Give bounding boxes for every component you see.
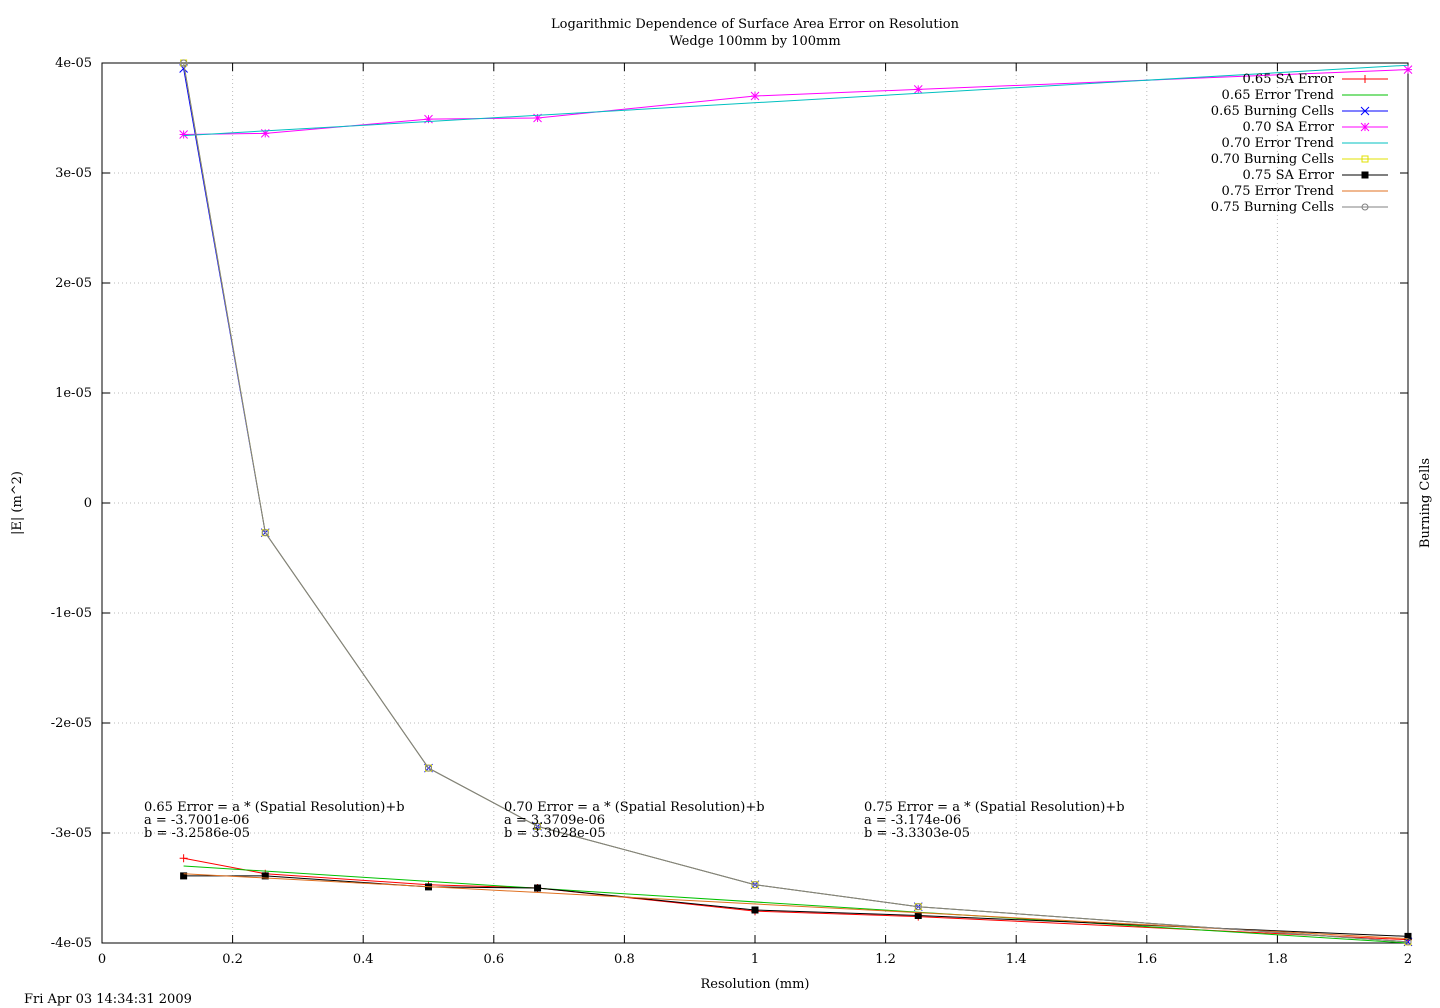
legend-item: 0.65 Burning Cells — [1211, 104, 1388, 119]
data-point — [425, 764, 432, 772]
series-0-70-sa-error — [179, 65, 1413, 139]
data-point — [914, 912, 922, 919]
data-point — [179, 854, 188, 863]
legend-label: 0.70 Error Trend — [1222, 136, 1334, 151]
legend-label: 0.65 SA Error — [1243, 72, 1335, 87]
legend-marker — [1361, 155, 1369, 163]
series-0-75-error-trend — [183, 873, 1409, 940]
series-line — [183, 857, 1409, 941]
legend-marker — [1361, 203, 1369, 211]
data-point — [751, 881, 759, 889]
y-tick-label: -2e-05 — [51, 716, 92, 731]
legend-item: 0.70 Error Trend — [1222, 136, 1388, 151]
y-tick-label: -3e-05 — [51, 826, 92, 841]
x-axis-label: Resolution (mm) — [700, 977, 809, 992]
data-point — [424, 114, 433, 124]
fit-075-b: b = -3.3303e-05 — [864, 826, 970, 841]
x-tick-label: 1.4 — [1006, 952, 1027, 967]
data-point — [179, 130, 188, 139]
legend-label: 0.65 Burning Cells — [1211, 104, 1334, 119]
legend-label: 0.75 SA Error — [1243, 168, 1335, 183]
fit-075-a: a = -3.174e-06 — [864, 813, 961, 828]
x-tick-label: 1 — [751, 952, 759, 967]
data-point — [750, 91, 760, 101]
series-line — [183, 873, 1409, 940]
data-point — [534, 822, 542, 830]
legend-item: 0.75 SA Error — [1243, 168, 1388, 183]
y-tick-label: 4e-05 — [55, 56, 92, 71]
x-tick-label: 0.6 — [483, 952, 504, 967]
legend-label: 0.75 Error Trend — [1222, 184, 1334, 199]
fit-070-b: b = 3.3028e-05 — [504, 826, 606, 841]
legend-item: 0.65 Error Trend — [1222, 88, 1388, 103]
fit-annotation-065: 0.65 Error = a * (Spatial Resolution)+b … — [144, 800, 405, 841]
legend-label: 0.65 Error Trend — [1222, 88, 1334, 103]
data-point — [261, 529, 269, 537]
grid — [102, 63, 1408, 943]
legend-item: 0.75 Error Trend — [1222, 184, 1388, 199]
data-point — [914, 903, 922, 911]
timestamp: Fri Apr 03 14:34:31 2009 — [24, 992, 192, 1007]
legend-marker — [1360, 122, 1370, 132]
data-point — [260, 129, 270, 138]
series-line — [183, 62, 1409, 943]
legend-label: 0.70 SA Error — [1243, 120, 1335, 135]
x-tick-label: 0 — [98, 952, 106, 967]
series-0-65-error-trend — [183, 865, 1409, 944]
legend-label: 0.75 Burning Cells — [1211, 200, 1334, 215]
x-tick-label: 1.6 — [1136, 952, 1157, 967]
y-tick-label: 2e-05 — [55, 276, 92, 291]
legend-item: 0.70 Burning Cells — [1211, 152, 1388, 167]
series-layer — [179, 59, 1413, 947]
y-tick-label: -1e-05 — [51, 606, 92, 621]
legend-item: 0.75 Burning Cells — [1211, 200, 1388, 215]
data-point — [180, 872, 188, 880]
fit-070-equation: 0.70 Error = a * (Spatial Resolution)+b — [504, 800, 765, 815]
x-tick-label: 1.2 — [875, 952, 896, 967]
legend-marker — [1360, 106, 1370, 116]
chart-subtitle: Wedge 100mm by 100mm — [669, 34, 840, 49]
legend-label: 0.70 Burning Cells — [1211, 152, 1334, 167]
legend-marker — [1361, 75, 1369, 83]
fit-065-b: b = -3.2586e-05 — [144, 826, 250, 841]
data-point — [1404, 938, 1412, 946]
fit-075-equation: 0.75 Error = a * (Spatial Resolution)+b — [864, 800, 1125, 815]
series-0-75-burning-cells — [180, 59, 1412, 946]
legend-item: 0.65 SA Error — [1243, 72, 1388, 87]
y-tick-label: 1e-05 — [55, 386, 92, 401]
data-point — [533, 113, 542, 123]
y-tick-label: 3e-05 — [55, 166, 92, 181]
fit-annotation-075: 0.75 Error = a * (Spatial Resolution)+b … — [864, 800, 1125, 841]
axis-ticks: 0 0.2 0.4 0.6 0.8 1 1.2 1.4 1.6 1.8 2 -4e-05 -3e-05 -… — [51, 56, 1412, 967]
series-0-65-sa-error — [179, 854, 1412, 944]
x-tick-label: 0.8 — [614, 952, 635, 967]
y-axis-label: |E| (m^2) — [10, 471, 25, 535]
fit-070-a: a = 3.3709e-06 — [504, 813, 605, 828]
fit-065-a: a = -3.7001e-06 — [144, 813, 249, 828]
x-tick-label: 2 — [1404, 952, 1412, 967]
data-point — [1403, 65, 1413, 74]
y-tick-label: -4e-05 — [51, 936, 92, 951]
x-tick-label: 0.2 — [222, 952, 243, 967]
data-point — [534, 884, 542, 892]
x-tick-label: 1.8 — [1267, 952, 1288, 967]
chart-title: Logarithmic Dependence of Surface Area E… — [551, 17, 960, 32]
data-point — [261, 872, 269, 880]
series-line — [183, 64, 1409, 137]
fit-065-equation: 0.65 Error = a * (Spatial Resolution)+b — [144, 800, 405, 815]
x-tick-label: 0.4 — [353, 952, 374, 967]
fit-annotation-070: 0.70 Error = a * (Spatial Resolution)+b … — [504, 800, 765, 841]
y2-axis-label: Burning Cells — [1418, 458, 1433, 548]
legend-item: 0.70 SA Error — [1243, 120, 1388, 135]
series-line — [183, 865, 1409, 944]
data-point — [751, 906, 759, 914]
series-0-70-error-trend — [183, 64, 1409, 137]
data-point — [180, 59, 188, 67]
y-tick-label: 0 — [84, 496, 92, 511]
data-point — [913, 85, 923, 94]
legend-marker — [1361, 171, 1369, 179]
